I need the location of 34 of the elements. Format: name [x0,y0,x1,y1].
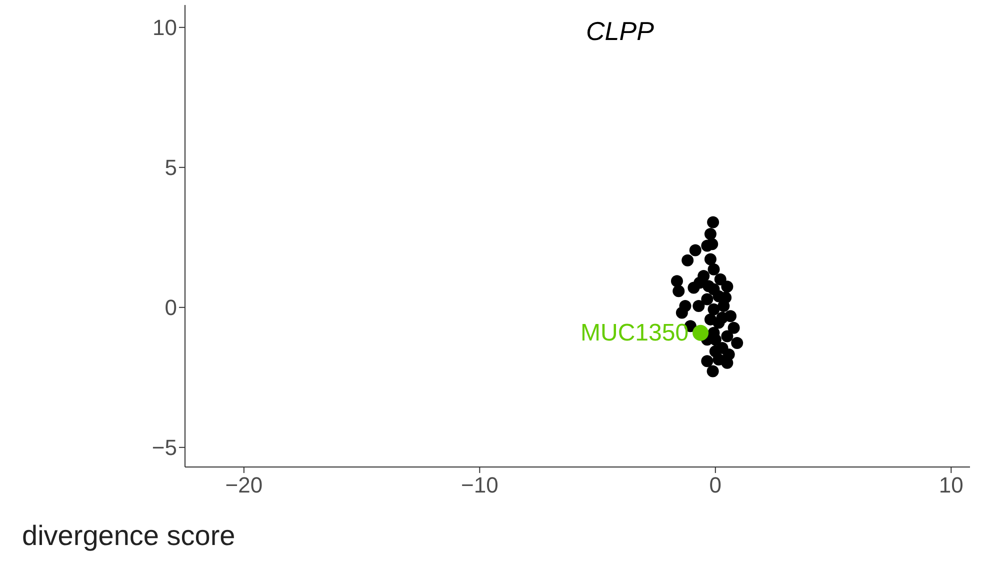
text: CLPP [585,16,655,47]
y-tick-label: 10 [152,15,177,40]
point [689,244,702,256]
x-tick-label: 0 [709,472,722,498]
point [721,330,734,342]
point [701,293,714,306]
point [672,285,685,298]
y-tick-label: −5 [152,435,177,460]
x-tick-label: 10 [938,472,964,498]
point [704,228,716,240]
point [714,273,726,286]
point [682,254,694,266]
point [712,316,725,329]
point [676,306,688,319]
point [708,263,720,276]
point [692,300,705,312]
point [728,322,740,334]
x-tick-label: −20 [225,472,263,498]
point [701,355,714,368]
point [706,365,719,378]
point [698,270,710,282]
point [712,290,725,302]
point [670,275,683,288]
point [718,300,730,312]
y-tick-label: 0 [164,295,177,320]
point [707,216,720,228]
point [709,345,722,358]
x-axis-title: divergence score [22,520,236,552]
point [704,253,716,266]
point [731,336,744,349]
series-label: MUC1350 [580,319,689,346]
x-tick-label: −10 [461,472,498,498]
point [692,324,709,341]
y-tick-label: 5 [164,155,177,180]
